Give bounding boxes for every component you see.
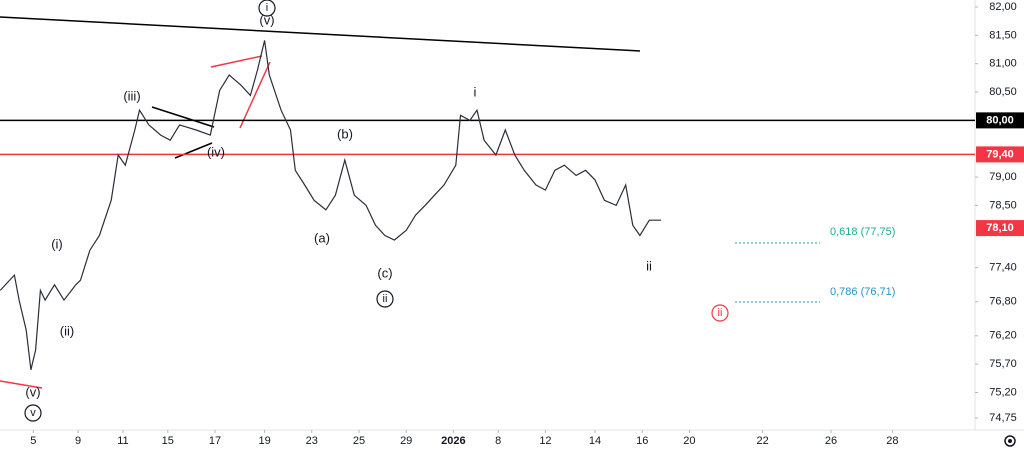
x-tick-label: 15 xyxy=(162,435,174,447)
x-tick-label: 26 xyxy=(825,435,837,447)
y-tick-label: 75,20 xyxy=(989,386,1017,398)
wave-label: (v) xyxy=(25,384,40,399)
x-tick-label: 19 xyxy=(258,435,270,447)
x-tick-label: 23 xyxy=(306,435,318,447)
y-tick-label: 77,40 xyxy=(989,262,1017,274)
wave-label: (i) xyxy=(51,236,63,251)
wave-label: v xyxy=(30,407,36,419)
x-tick-label: 25 xyxy=(353,435,365,447)
x-tick-label: 16 xyxy=(636,435,648,447)
y-tick-label: 76,80 xyxy=(989,296,1017,308)
y-tick-label: 81,50 xyxy=(989,29,1017,41)
x-tick-label: 17 xyxy=(209,435,221,447)
price-label: 79,40 xyxy=(986,148,1014,160)
trendline xyxy=(0,380,43,389)
wave-label: (a) xyxy=(314,230,330,245)
wave-label: i xyxy=(474,84,477,99)
last-price-box xyxy=(976,220,1024,237)
y-tick-label: 75,70 xyxy=(989,358,1017,370)
x-tick-label: 22 xyxy=(756,435,768,447)
x-tick-label: 2026 xyxy=(441,435,465,447)
wave-label: (c) xyxy=(377,265,392,280)
wave-label: ii xyxy=(383,293,388,305)
wave-circle xyxy=(24,404,42,422)
x-tick-label: 11 xyxy=(117,435,128,447)
y-tick-label: 74,75 xyxy=(989,412,1017,424)
x-tick-label: 20 xyxy=(683,435,695,447)
triangle-line xyxy=(174,142,213,159)
y-tick-label: 80,50 xyxy=(989,86,1017,98)
wedge-line xyxy=(210,55,263,68)
y-tick-label: 78,50 xyxy=(989,199,1017,211)
price-label-box xyxy=(976,146,1024,163)
wave-label: i xyxy=(266,2,268,14)
x-tick-label: 8 xyxy=(495,435,501,447)
wave-label: (ii) xyxy=(60,323,74,338)
x-tick-label: 12 xyxy=(539,435,551,447)
wave-label: ii xyxy=(646,258,652,273)
y-tick-label: 79,00 xyxy=(989,171,1017,183)
x-tick-label: 29 xyxy=(400,435,412,447)
wave-circle xyxy=(376,290,394,308)
wave-circle xyxy=(711,304,729,322)
x-tick-label: 28 xyxy=(886,435,898,447)
y-tick-label: 82,00 xyxy=(989,1,1017,13)
x-tick-label: 9 xyxy=(75,435,81,447)
y-tick-label: 76,20 xyxy=(989,330,1017,342)
fib-label: 0,786 (76,71) xyxy=(830,286,895,298)
wave-label: (b) xyxy=(337,126,353,141)
triangle-line xyxy=(151,106,215,128)
y-tick-label: 81,00 xyxy=(989,58,1017,70)
price-line-series xyxy=(0,40,662,370)
wave-label: ii xyxy=(718,307,723,319)
x-tick-label: 14 xyxy=(589,435,601,447)
wave-label: (iv) xyxy=(207,144,225,159)
x-tick-label: 5 xyxy=(30,435,36,447)
wave-label: (v) xyxy=(259,12,274,27)
wave-circle xyxy=(258,0,276,17)
last-price-label: 78,10 xyxy=(986,222,1014,234)
wedge-line xyxy=(239,61,271,129)
price-label-box xyxy=(976,112,1024,129)
fib-label: 0,618 (77,75) xyxy=(830,226,895,238)
price-label: 80,00 xyxy=(986,114,1014,126)
settings-icon[interactable] xyxy=(1004,435,1016,447)
wave-label: (iii) xyxy=(123,88,140,103)
trendline xyxy=(0,16,641,52)
